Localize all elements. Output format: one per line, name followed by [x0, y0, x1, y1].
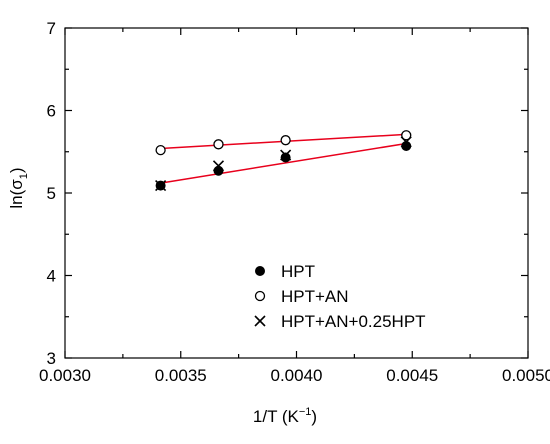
y-tick-label: 7 [47, 19, 56, 38]
fit-line-series-0 [160, 142, 407, 184]
x-tick-label: 0.0030 [39, 366, 91, 385]
x-axis-label-base: 1/T (K [253, 407, 300, 426]
point-hpt-an [213, 139, 224, 150]
y-axis-label: ln(σ1) [7, 167, 30, 208]
point-hpt-an [280, 135, 291, 146]
legend-label-hpt-an-025hpt: HPT+AN+0.25HPT [281, 312, 426, 331]
x-axis-label-sup: −1 [299, 406, 312, 418]
y-tick-label: 3 [47, 349, 56, 368]
x-tick-label: 0.0035 [155, 366, 207, 385]
y-axis-label-end: ) [7, 167, 26, 173]
point-hpt-an [155, 144, 166, 156]
point-hpt-an [401, 130, 412, 141]
point-hpt [280, 152, 291, 163]
legend-label-hpt-an: HPT+AN [281, 287, 349, 306]
point-hpt [401, 140, 412, 151]
point-hpt [155, 180, 166, 191]
x-axis-label-end: ) [311, 407, 317, 426]
legend-label-hpt: HPT [281, 262, 315, 281]
legend-marker-hpt [255, 266, 265, 276]
y-tick-label: 6 [47, 102, 56, 121]
x-tick-label: 0.0045 [386, 366, 438, 385]
plot-frame [64, 27, 529, 359]
y-axis-label-sub: 1 [18, 173, 30, 179]
y-axis-label-base: ln(σ [7, 179, 26, 209]
point-hpt [213, 165, 224, 176]
y-tick-label: 5 [47, 184, 56, 203]
x-tick-label: 0.0040 [271, 366, 323, 385]
y-tick-label: 4 [47, 267, 56, 286]
legend-marker-hpt-an-025hpt [254, 315, 266, 327]
legend: HPT HPT+AN HPT+AN+0.25HPT [254, 262, 426, 331]
x-axis-label: 1/T (K−1) [253, 406, 317, 426]
legend-marker-hpt-an [254, 290, 266, 302]
x-tick-label: 0.0050 [502, 366, 550, 385]
